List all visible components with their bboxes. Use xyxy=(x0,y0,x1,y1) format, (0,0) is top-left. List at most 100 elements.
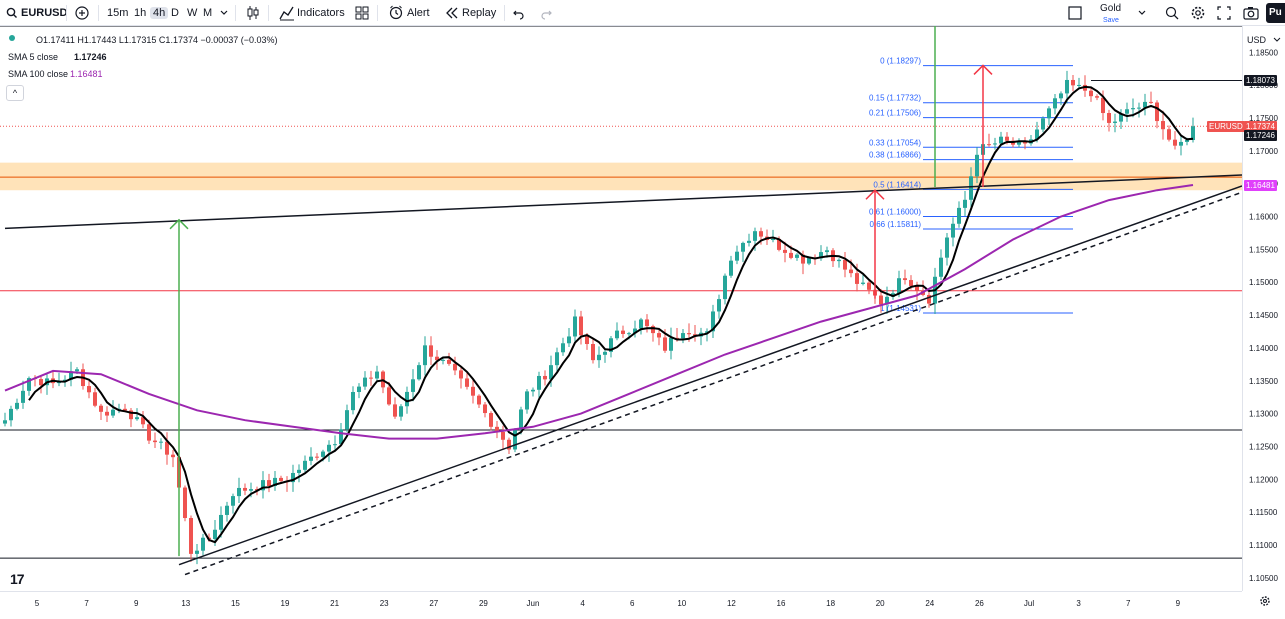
indicators-button[interactable]: Indicators xyxy=(297,7,345,19)
time-tick-label: 21 xyxy=(330,599,339,608)
currency-chevron-down-icon[interactable] xyxy=(1273,35,1281,47)
replay-button[interactable]: Replay xyxy=(462,7,497,19)
candle xyxy=(315,456,319,458)
price-axis[interactable]: USD 1.185001.180001.175001.170001.165001… xyxy=(1242,26,1285,591)
price-tick-label: 1.11000 xyxy=(1249,541,1278,550)
candle xyxy=(1107,113,1111,123)
candle xyxy=(963,199,967,208)
candle xyxy=(705,331,709,333)
chevron-down-icon[interactable] xyxy=(219,0,229,26)
time-axis-ticks: 5 7 9 13 15 19 21 23 27 29 Jun 4 6 10 12 16 18 20 24 26 Jul 3… xyxy=(35,599,1181,608)
indicators-icon[interactable] xyxy=(279,0,295,26)
replay-icon[interactable] xyxy=(445,0,459,26)
price-label: 1.18073 xyxy=(1244,75,1277,87)
alert-button[interactable]: Alert xyxy=(407,7,430,19)
candle xyxy=(375,371,379,379)
price-tick-label: 1.10500 xyxy=(1249,574,1278,583)
chart-plot[interactable]: 0 (1.18297) 0.15 (1.17732) 0.21 (1.17506) 0… xyxy=(0,26,1242,591)
candle xyxy=(273,477,277,487)
candle xyxy=(99,405,103,412)
candle xyxy=(597,354,601,361)
time-axis[interactable]: 5 7 9 13 15 19 21 23 27 29 Jun 4 6 10 12 16 18 20 24 26 Jul 3… xyxy=(0,591,1242,613)
settings-gear-icon[interactable] xyxy=(1190,0,1206,26)
candle xyxy=(993,143,997,145)
candle xyxy=(915,285,919,291)
templates-icon[interactable] xyxy=(355,0,369,26)
redo-icon[interactable] xyxy=(540,0,552,26)
candle xyxy=(147,424,151,441)
search-icon[interactable] xyxy=(6,0,18,26)
layout-chevron-down-icon[interactable] xyxy=(1137,0,1147,26)
trendline xyxy=(4,174,1242,230)
candle xyxy=(153,440,157,443)
candle xyxy=(3,420,7,424)
sma100-line xyxy=(4,184,1194,440)
candle xyxy=(1179,141,1183,146)
candle xyxy=(495,426,499,432)
candle xyxy=(537,375,541,390)
fullscreen-icon[interactable] xyxy=(1217,0,1231,26)
candle xyxy=(615,330,619,339)
candle xyxy=(135,417,139,420)
layout-name[interactable]: Gold xyxy=(1100,3,1122,14)
candle xyxy=(525,391,529,410)
fib-level-label: 0.21 (1.17506) xyxy=(869,109,921,118)
timeframe-15m[interactable]: 15m xyxy=(107,7,129,19)
layout-save-label[interactable]: Save xyxy=(1103,17,1119,24)
candle xyxy=(1035,129,1039,140)
candle xyxy=(573,316,577,337)
timeframe-1h[interactable]: 1h xyxy=(134,7,147,19)
sma100-legend-label[interactable]: SMA 100 close xyxy=(8,69,69,79)
axis-settings-gear-icon[interactable] xyxy=(1259,594,1271,613)
candle xyxy=(465,378,469,387)
currency-label[interactable]: USD xyxy=(1247,35,1267,45)
time-tick-label: 7 xyxy=(1126,599,1131,608)
compare-plus-icon[interactable] xyxy=(74,0,90,26)
candle xyxy=(621,330,625,334)
candle xyxy=(1155,102,1159,122)
layout-icon[interactable] xyxy=(1068,0,1082,26)
candle xyxy=(867,282,871,290)
candle xyxy=(639,319,643,329)
timeframe-d[interactable]: D xyxy=(171,7,179,19)
candle xyxy=(1005,136,1009,141)
candle xyxy=(195,550,199,554)
fib-level-label: 0.15 (1.17732) xyxy=(869,94,921,103)
candle xyxy=(201,537,205,551)
camera-icon[interactable] xyxy=(1243,0,1259,26)
time-tick-label: 19 xyxy=(281,599,290,608)
candle xyxy=(957,207,961,224)
candle xyxy=(123,408,127,411)
candle xyxy=(783,249,787,253)
fib-level-label: 0.5 (1.16414) xyxy=(873,180,921,189)
sma100-legend-value: 1.16481 xyxy=(70,69,103,79)
price-tick-label: 1.15000 xyxy=(1249,278,1278,287)
chart-area[interactable]: 0 (1.18297) 0.15 (1.17732) 0.21 (1.17506) 0… xyxy=(0,26,1242,591)
sma5-line xyxy=(28,85,1194,544)
publish-button[interactable]: Pu xyxy=(1266,3,1285,23)
candle xyxy=(171,454,175,458)
candle xyxy=(27,378,31,391)
fib-level-label: 0.61 (1.16000) xyxy=(869,208,921,217)
symbol-price-tag: EURUSD xyxy=(1207,121,1245,133)
candle xyxy=(1071,79,1075,86)
timeframe-m[interactable]: M xyxy=(203,7,213,19)
quick-search-icon[interactable] xyxy=(1164,0,1180,26)
candle xyxy=(627,333,631,335)
candle xyxy=(21,390,25,403)
timeframe-w[interactable]: W xyxy=(187,7,198,19)
candle xyxy=(885,296,889,305)
candle xyxy=(363,377,367,387)
candle xyxy=(267,480,271,487)
undo-icon[interactable] xyxy=(513,0,525,26)
sma5-legend-label[interactable]: SMA 5 close xyxy=(8,52,59,62)
candle xyxy=(93,392,97,406)
candle xyxy=(1101,97,1105,114)
timeframe-4h[interactable]: 4h xyxy=(150,7,169,19)
candles-icon[interactable] xyxy=(245,0,261,26)
alert-icon[interactable] xyxy=(388,0,404,26)
legend-collapse-chevron-up-icon[interactable]: ^ xyxy=(6,85,24,101)
candle xyxy=(189,518,193,554)
candle xyxy=(1185,140,1189,142)
symbol-name[interactable]: EURUSD xyxy=(21,7,68,19)
